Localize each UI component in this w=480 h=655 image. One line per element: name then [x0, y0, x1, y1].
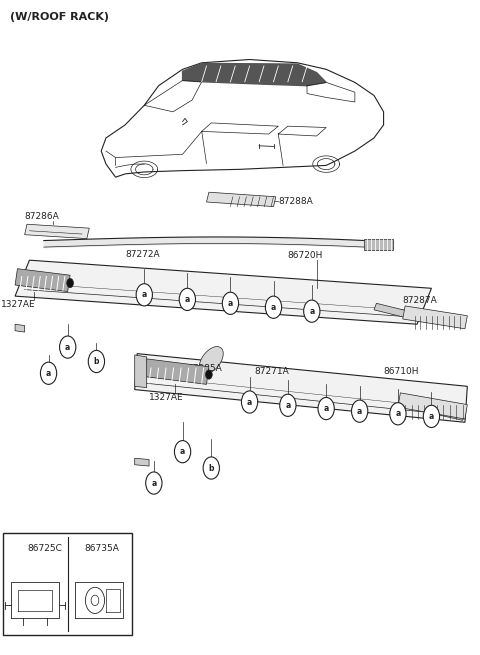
- Text: b: b: [72, 544, 78, 553]
- Polygon shape: [135, 355, 147, 388]
- Circle shape: [67, 278, 73, 288]
- Polygon shape: [15, 324, 24, 332]
- Polygon shape: [15, 260, 432, 324]
- Text: a: a: [151, 479, 156, 487]
- Circle shape: [222, 292, 239, 314]
- Circle shape: [88, 350, 105, 373]
- Circle shape: [423, 405, 440, 428]
- Polygon shape: [403, 306, 468, 329]
- Text: a: a: [309, 307, 314, 316]
- Circle shape: [351, 400, 368, 422]
- Polygon shape: [182, 64, 326, 86]
- Text: a: a: [46, 369, 51, 378]
- Text: a: a: [247, 398, 252, 407]
- Polygon shape: [24, 224, 89, 238]
- Circle shape: [265, 296, 282, 318]
- Text: a: a: [15, 544, 20, 553]
- Circle shape: [205, 370, 212, 379]
- Circle shape: [318, 398, 334, 420]
- Text: a: a: [285, 401, 290, 410]
- Circle shape: [11, 539, 24, 557]
- Circle shape: [174, 441, 191, 463]
- Text: a: a: [324, 404, 329, 413]
- Circle shape: [280, 394, 296, 417]
- Text: a: a: [142, 290, 147, 299]
- Text: a: a: [396, 409, 401, 419]
- Text: a: a: [271, 303, 276, 312]
- Text: (W/ROOF RACK): (W/ROOF RACK): [10, 12, 109, 22]
- Text: a: a: [180, 447, 185, 456]
- Text: 86735A: 86735A: [84, 544, 120, 553]
- Text: 87271A: 87271A: [254, 367, 289, 376]
- Text: 87272A: 87272A: [125, 250, 160, 259]
- Polygon shape: [398, 393, 468, 419]
- Circle shape: [146, 472, 162, 494]
- Polygon shape: [199, 346, 223, 374]
- Text: 87287A: 87287A: [403, 295, 437, 305]
- Text: a: a: [357, 407, 362, 416]
- Polygon shape: [422, 405, 464, 421]
- Polygon shape: [364, 239, 393, 250]
- Text: 1327AE: 1327AE: [0, 300, 36, 309]
- Circle shape: [40, 362, 57, 384]
- Text: 86710H: 86710H: [384, 367, 419, 376]
- Circle shape: [203, 457, 219, 479]
- Polygon shape: [15, 269, 70, 291]
- Circle shape: [68, 539, 82, 557]
- Circle shape: [304, 300, 320, 322]
- Text: b: b: [208, 464, 214, 472]
- Text: b: b: [94, 357, 99, 366]
- Polygon shape: [135, 458, 149, 466]
- Circle shape: [136, 284, 153, 306]
- Polygon shape: [206, 192, 276, 206]
- Circle shape: [60, 336, 76, 358]
- Circle shape: [179, 288, 195, 310]
- Polygon shape: [144, 359, 209, 384]
- Circle shape: [390, 403, 406, 425]
- Text: 87288A: 87288A: [278, 197, 313, 206]
- Text: a: a: [429, 412, 434, 421]
- Text: a: a: [65, 343, 71, 352]
- Circle shape: [241, 391, 258, 413]
- Text: 86725C: 86725C: [27, 544, 62, 553]
- Text: a: a: [228, 299, 233, 308]
- Text: 87285A: 87285A: [187, 364, 222, 373]
- Text: 1327AE: 1327AE: [149, 393, 184, 402]
- Polygon shape: [374, 303, 422, 321]
- Text: 86720H: 86720H: [288, 251, 323, 260]
- Polygon shape: [135, 354, 468, 422]
- Text: a: a: [185, 295, 190, 304]
- Text: 87286A: 87286A: [24, 212, 60, 221]
- FancyBboxPatch shape: [3, 533, 132, 635]
